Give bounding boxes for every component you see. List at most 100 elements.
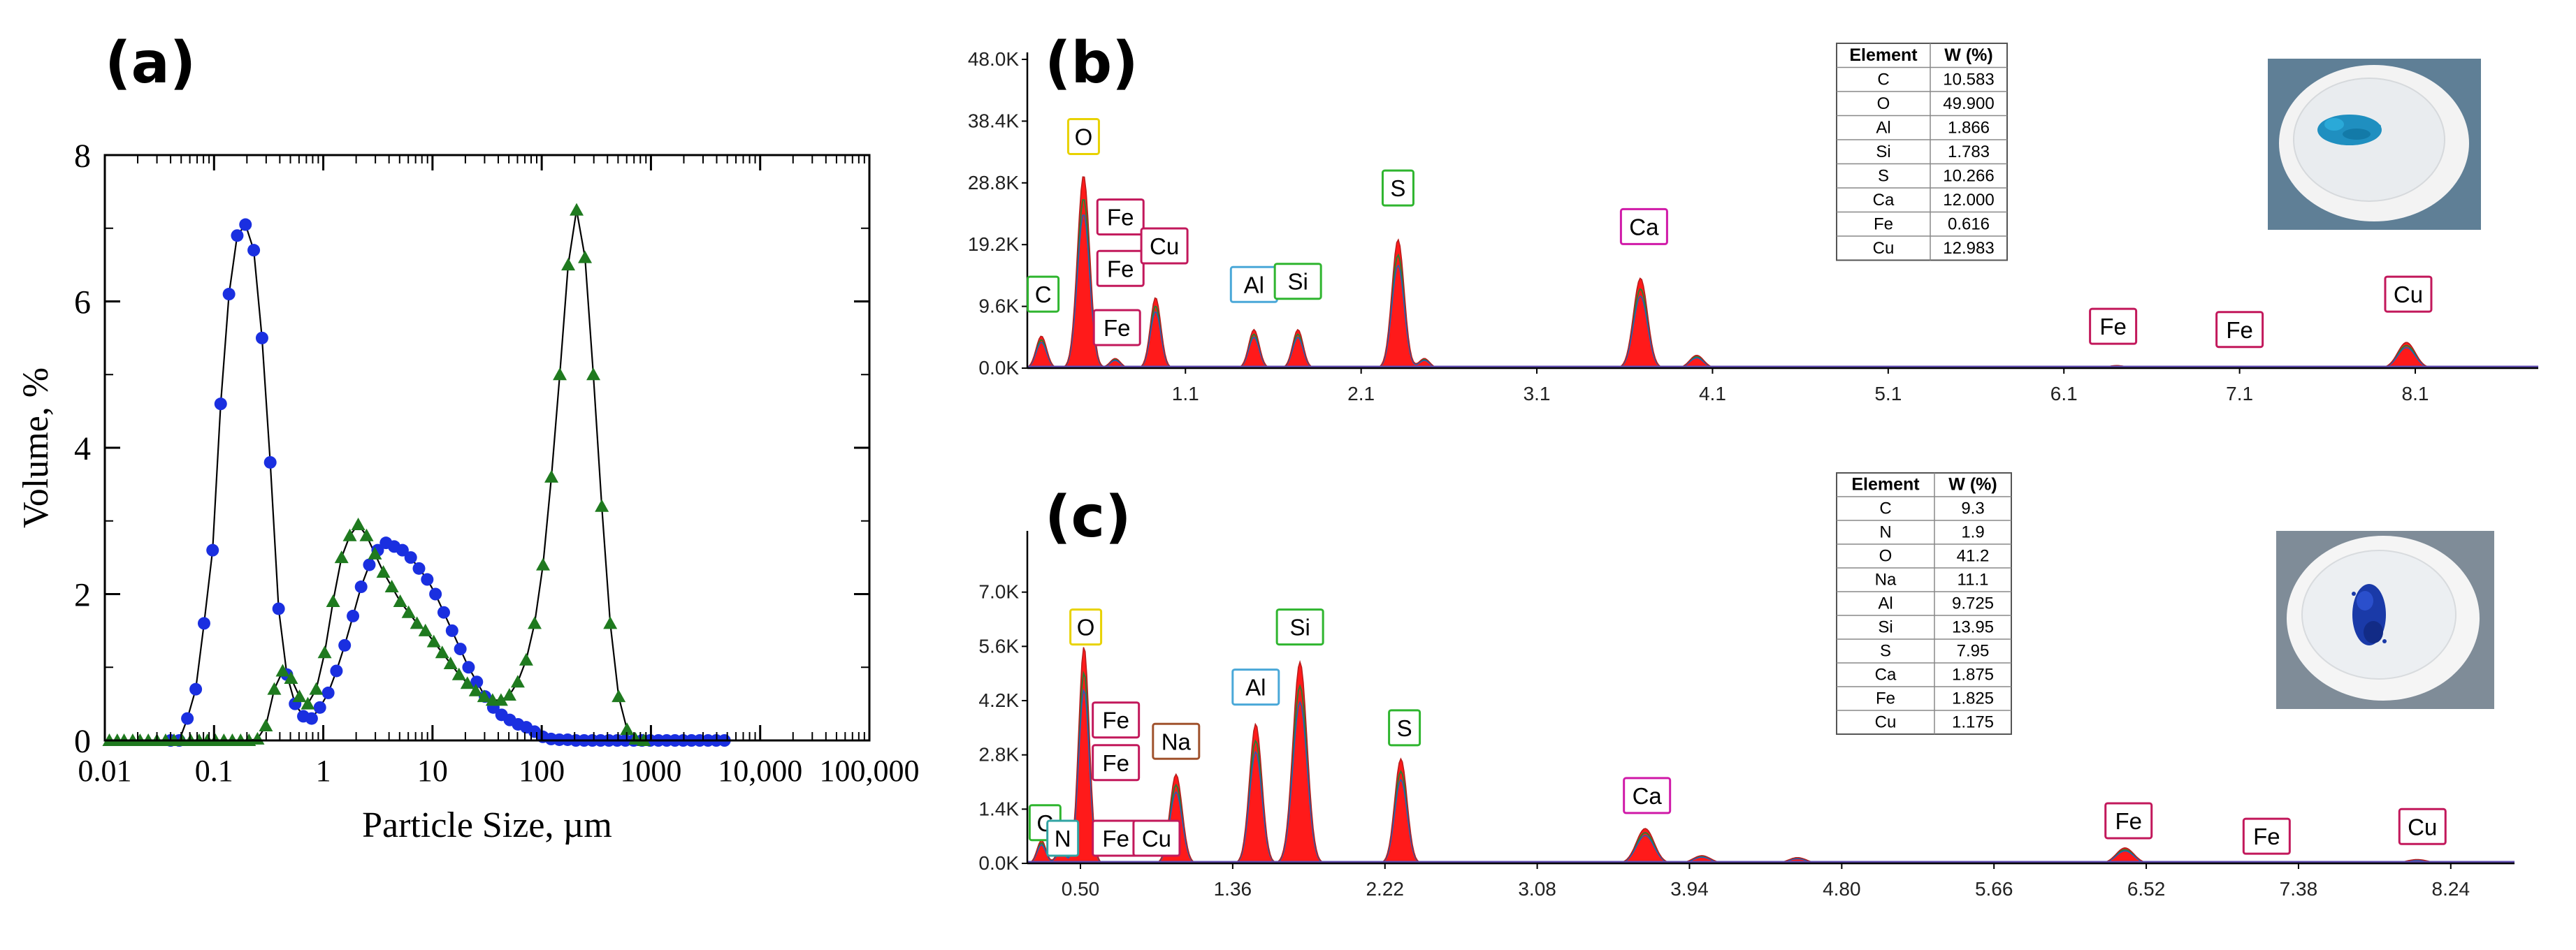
b-table-value: 1.866 bbox=[1948, 118, 1990, 137]
c-y-tick-label: 2.8K bbox=[978, 744, 1019, 766]
a-y-tick-label: 4 bbox=[74, 430, 91, 467]
c-peak-label-cu: Cu bbox=[1132, 819, 1181, 857]
panel-b-sample-photo bbox=[2268, 59, 2481, 230]
a-data-point-circle bbox=[263, 455, 277, 469]
a-data-point-circle bbox=[412, 562, 426, 575]
c-peak-label-text: S bbox=[1397, 715, 1412, 741]
b-peak-label-box bbox=[1140, 227, 1189, 265]
a-x-tick-label: 0.1 bbox=[195, 754, 233, 788]
a-data-point-triangle bbox=[544, 469, 559, 483]
c-peak-label-box bbox=[1388, 709, 1421, 747]
b-peak-label-text: O bbox=[1075, 124, 1093, 150]
a-data-point-circle bbox=[338, 638, 352, 652]
a-data-point-triangle bbox=[401, 605, 416, 618]
c-y-tick-label: 1.4K bbox=[978, 798, 1019, 819]
c-peak-label-text: Cu bbox=[1142, 826, 1171, 852]
c-peak-label-text: O bbox=[1077, 615, 1095, 641]
panel-a-x-axis-title: Particle Size, µm bbox=[362, 805, 612, 845]
a-x-tick-label: 100 bbox=[519, 754, 565, 788]
a-data-point-triangle bbox=[586, 367, 601, 381]
c-peak-label-o: O bbox=[1069, 608, 1103, 646]
c-peak-label-text: Ca bbox=[1633, 783, 1663, 809]
a-data-point-triangle bbox=[301, 696, 315, 710]
b-peak-label-fe: Fe bbox=[2089, 307, 2138, 345]
a-x-tick-label: 1 bbox=[316, 754, 331, 788]
a-data-point-triangle bbox=[460, 676, 475, 689]
a-data-point-triangle bbox=[603, 616, 618, 629]
b-peak-label-s: S bbox=[1381, 169, 1414, 207]
b-y-tick-label: 38.4K bbox=[968, 110, 1019, 131]
b-peak-label-fe: Fe bbox=[1096, 198, 1145, 236]
c-peak-label-box bbox=[1275, 608, 1324, 646]
b-peak-label-text: Cu bbox=[2394, 282, 2423, 307]
a-data-point-triangle bbox=[451, 667, 466, 680]
panel-a-y-axis-title: Volume, % bbox=[16, 367, 56, 528]
c-peak-label-ca: Ca bbox=[1623, 777, 1672, 814]
a-data-point-triangle bbox=[620, 722, 635, 736]
a-data-point-circle bbox=[363, 558, 376, 571]
c-x-tick-label: 7.38 bbox=[2280, 878, 2318, 900]
a-data-point-triangle bbox=[510, 675, 525, 688]
b-y-tick-label: 9.6K bbox=[978, 295, 1019, 317]
a-data-point-circle bbox=[347, 609, 360, 622]
c-table-value: 1.875 bbox=[1952, 665, 1994, 684]
a-data-point-triangle bbox=[292, 689, 307, 703]
c-peak-label-text: Fe bbox=[2115, 808, 2142, 834]
a-data-point-triangle bbox=[393, 594, 407, 607]
c-table-element: Ca bbox=[1875, 665, 1897, 684]
c-peak-label-fe: Fe bbox=[2104, 802, 2153, 840]
b-peak-label-text: Cu bbox=[1150, 233, 1179, 259]
b-peak-label-box bbox=[1092, 309, 1141, 346]
a-data-point-triangle bbox=[317, 645, 332, 659]
c-table-element: C bbox=[1879, 499, 1891, 518]
c-x-tick-label: 0.50 bbox=[1062, 878, 1100, 900]
c-peak-label-box bbox=[1132, 819, 1181, 857]
a-data-point-triangle bbox=[527, 616, 542, 629]
c-table-value: 13.95 bbox=[1952, 618, 1994, 636]
b-x-tick-label: 2.1 bbox=[1347, 383, 1375, 404]
a-data-point-circle bbox=[214, 397, 227, 411]
b-table-value: 12.983 bbox=[1943, 239, 1994, 258]
a-data-point-triangle bbox=[267, 682, 282, 695]
c-peak-label-cu: Cu bbox=[2398, 808, 2447, 845]
c-table-element: O bbox=[1879, 546, 1893, 565]
c-peak-label-text: Fe bbox=[2253, 824, 2280, 849]
c-table-element: Si bbox=[1878, 618, 1893, 636]
b-table-element: Al bbox=[1876, 118, 1890, 137]
a-data-point-circle bbox=[189, 682, 203, 696]
a-data-point-circle bbox=[429, 587, 442, 601]
c-x-tick-label: 2.22 bbox=[1366, 878, 1404, 900]
panel-a-label: (a) bbox=[105, 30, 196, 96]
a-data-point-circle bbox=[239, 218, 252, 231]
c-x-tick-label: 6.52 bbox=[2127, 878, 2166, 900]
a-data-point-triangle bbox=[359, 528, 374, 541]
a-x-tick-label: 100,000 bbox=[820, 754, 920, 788]
a-x-tick-label: 0.01 bbox=[78, 754, 132, 788]
a-data-point-triangle bbox=[309, 682, 324, 695]
b-peak-label-box bbox=[1273, 263, 1322, 300]
c-peak-label-box bbox=[1046, 819, 1080, 857]
panel-c-sample-photo bbox=[2276, 531, 2494, 709]
b-spectrum-area bbox=[1027, 177, 2538, 368]
a-data-point-circle bbox=[231, 229, 244, 242]
a-data-point-triangle bbox=[426, 634, 441, 648]
c-table-value: 41.2 bbox=[1957, 546, 1990, 565]
c-table-value: 1.9 bbox=[1961, 522, 1984, 541]
a-data-point-triangle bbox=[595, 499, 609, 512]
a-data-point-triangle bbox=[384, 580, 399, 593]
b-peak-label-text: Fe bbox=[1107, 205, 1134, 231]
b-peak-label-box bbox=[1066, 118, 1100, 155]
c-peak-label-box bbox=[2242, 817, 2291, 855]
b-peak-label-fe: Fe bbox=[1092, 309, 1141, 346]
b-x-tick-label: 6.1 bbox=[2050, 383, 2078, 404]
c-peak-label-n: N bbox=[1046, 819, 1080, 857]
b-table-element: C bbox=[1877, 70, 1889, 89]
c-peak-label-na: Na bbox=[1152, 722, 1201, 760]
a-y-tick-label: 6 bbox=[74, 284, 91, 321]
b-peak-label-box bbox=[1027, 275, 1060, 313]
b-x-tick-label: 4.1 bbox=[1699, 383, 1726, 404]
a-data-point-triangle bbox=[519, 652, 533, 666]
a-data-point-circle bbox=[313, 701, 326, 714]
a-data-point-triangle bbox=[468, 683, 483, 696]
